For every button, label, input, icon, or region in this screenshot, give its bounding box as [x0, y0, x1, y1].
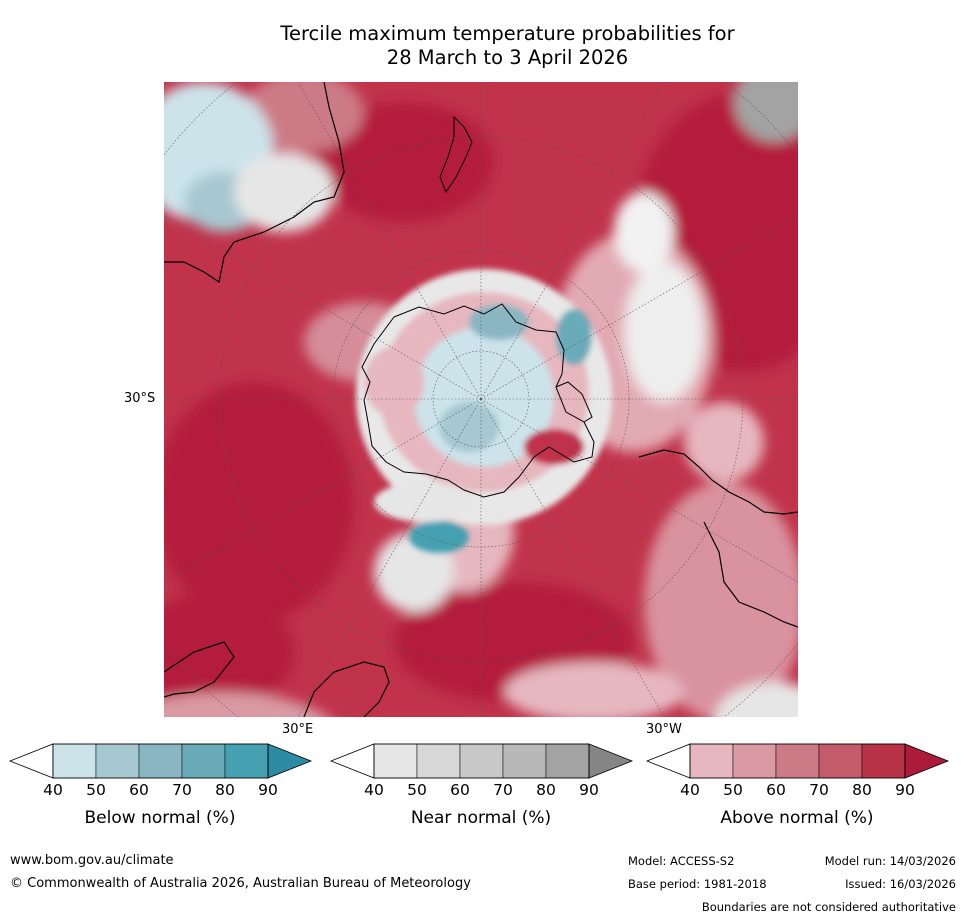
australia-west-coastline [164, 241, 235, 283]
lat-label-30s: 30°S [124, 391, 156, 406]
issued-text: Issued: 16/03/2026 [845, 877, 956, 891]
tick-label: 70 [809, 781, 829, 799]
colorbar-below-ticks: 40 50 60 70 80 90 [10, 781, 310, 801]
tick-label: 60 [766, 781, 786, 799]
model-text: Model: ACCESS-S2 [628, 854, 735, 868]
africa-coastline [164, 641, 235, 698]
australia-coastline [233, 82, 345, 243]
title-line-1: Tercile maximum temperature probabilitie… [280, 22, 735, 45]
disclaimer-text: Boundaries are not considered authoritat… [701, 900, 956, 914]
title-line-2: 28 March to 3 April 2026 [386, 46, 629, 69]
colorbar-low-extend [8, 743, 54, 779]
tick-label: 90 [258, 781, 278, 799]
map-title: Tercile maximum temperature probabilitie… [160, 22, 855, 70]
copyright-text: © Commonwealth of Australia 2026, Austra… [10, 876, 471, 891]
colorbar-segment [459, 743, 504, 779]
tick-label: 80 [536, 781, 556, 799]
tick-label: 60 [129, 781, 149, 799]
colorbar-high-extend [904, 743, 950, 779]
colorbar-above-normal [645, 743, 950, 779]
colorbar-segment [861, 743, 906, 779]
colorbar-below-svg [8, 743, 313, 779]
colorbar-segment [95, 743, 140, 779]
colorbar-segment [732, 743, 777, 779]
colorbar-near-label: Near normal (%) [410, 808, 552, 828]
tick-label: 50 [407, 781, 427, 799]
colorbar-segment [502, 743, 547, 779]
colorbar-segment [373, 743, 418, 779]
colorbar-segment [181, 743, 226, 779]
colorbar-segment [52, 743, 97, 779]
colorbar-segment [545, 743, 590, 779]
lon-label-30w: 30°W [646, 722, 682, 737]
tick-label: 50 [86, 781, 106, 799]
antarctica-coastline [361, 303, 595, 498]
tick-label: 40 [680, 781, 700, 799]
colorbar-near-ticks: 40 50 60 70 80 90 [331, 781, 631, 801]
africa-southern-coastline [303, 661, 390, 717]
colorbar-near-svg [329, 743, 634, 779]
colorbar-segment [775, 743, 820, 779]
colorbar-segment [416, 743, 461, 779]
tick-label: 80 [215, 781, 235, 799]
graticule [164, 82, 798, 717]
south-america-east-coastline [703, 521, 798, 628]
tick-label: 40 [364, 781, 384, 799]
tick-label: 80 [852, 781, 872, 799]
model-run-text: Model run: 14/03/2026 [824, 854, 956, 868]
peninsula-coastline [555, 381, 593, 423]
polar-map-svg [164, 82, 798, 717]
colorbar-segment [689, 743, 734, 779]
polar-map [164, 82, 798, 717]
colorbar-high-extend [267, 743, 313, 779]
tick-label: 60 [450, 781, 470, 799]
colorbar-below-label: Below normal (%) [84, 808, 236, 828]
colorbar-outline [689, 743, 906, 779]
colorbar-high-extend [588, 743, 634, 779]
colorbar-above-ticks: 40 50 60 70 80 90 [647, 781, 947, 801]
tick-label: 70 [172, 781, 192, 799]
tick-label: 40 [43, 781, 63, 799]
new-zealand-coastline [439, 115, 473, 194]
tick-label: 70 [493, 781, 513, 799]
tick-label: 90 [579, 781, 599, 799]
colorbar-above-svg [645, 743, 950, 779]
colorbar-outline [52, 743, 269, 779]
colorbar-outline [373, 743, 590, 779]
colorbar-low-extend [329, 743, 375, 779]
colorbar-above-label: Above normal (%) [720, 808, 874, 828]
lon-label-30e: 30°E [282, 722, 314, 737]
tick-label: 90 [895, 781, 915, 799]
colorbar-segment [224, 743, 269, 779]
colorbar-near-normal [329, 743, 634, 779]
website-link[interactable]: www.bom.gov.au/climate [10, 853, 174, 868]
colorbar-segment [818, 743, 863, 779]
base-period-text: Base period: 1981-2018 [628, 877, 767, 891]
colorbar-low-extend [645, 743, 691, 779]
colorbar-below-normal [8, 743, 313, 779]
south-america-coastline [638, 449, 798, 515]
tick-label: 50 [723, 781, 743, 799]
colorbar-segment [138, 743, 183, 779]
